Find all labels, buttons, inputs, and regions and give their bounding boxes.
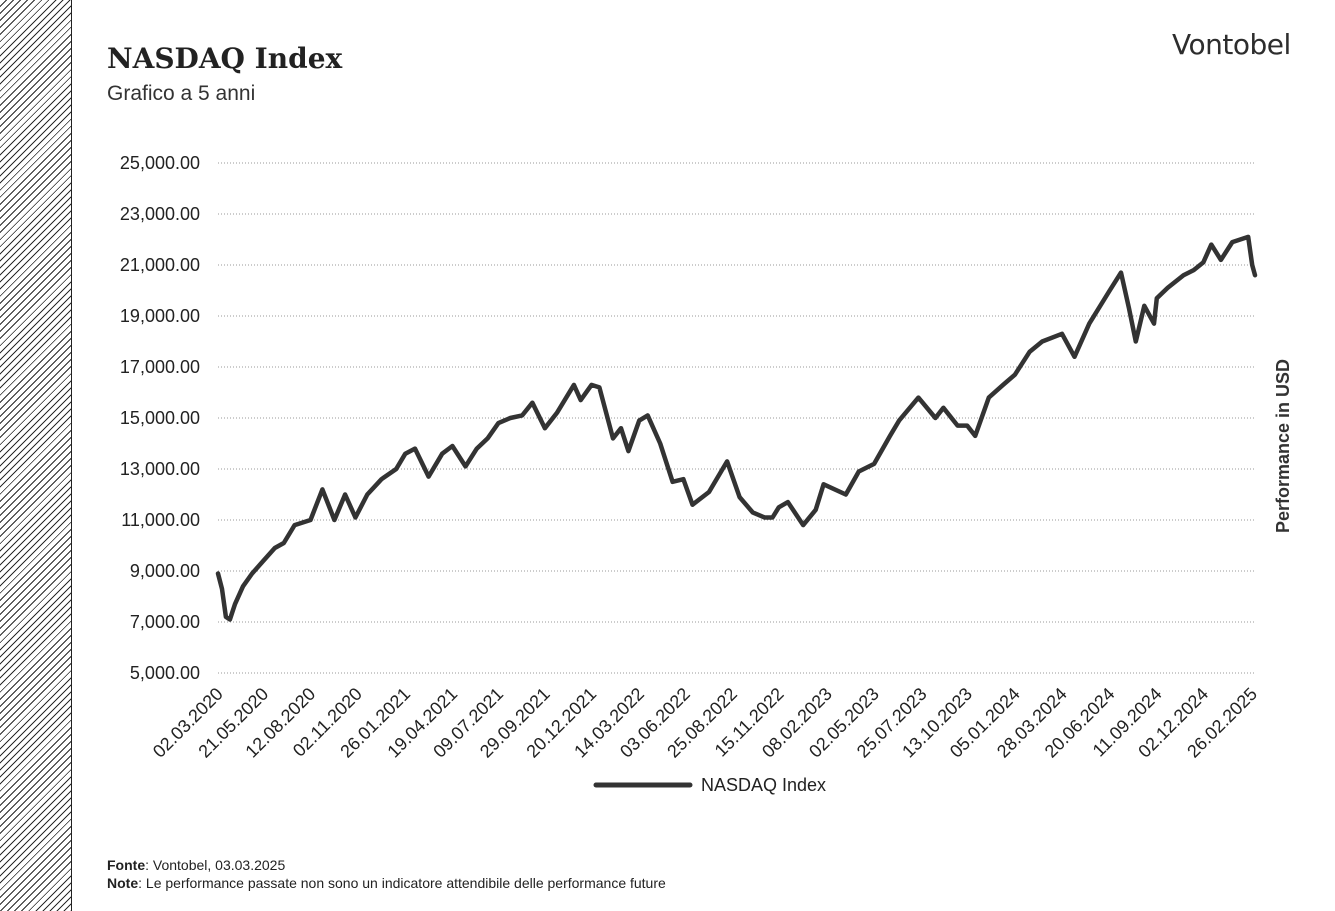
y-axis-label: Performance in USD (1273, 359, 1293, 533)
hatched-side-band (0, 0, 72, 911)
y-tick-label: 17,000.00 (120, 357, 200, 377)
line-chart: 5,000.00 7,000.00 9,000.00 11,000.00 13,000.… (120, 153, 1293, 795)
y-tick-label: 9,000.00 (130, 561, 200, 581)
page-title: NASDAQ Index (107, 42, 343, 75)
y-tick-label: 13,000.00 (120, 459, 200, 479)
y-tick-label: 19,000.00 (120, 306, 200, 326)
footer-source: Fonte: Vontobel, 03.03.2025 (107, 857, 286, 873)
y-tick-label: 11,000.00 (121, 510, 200, 530)
y-tick-label: 5,000.00 (130, 663, 200, 683)
footer-note: Note: Le performance passate non sono un… (107, 875, 666, 891)
legend: NASDAQ Index (593, 775, 826, 795)
y-tick-label: 21,000.00 (120, 255, 200, 275)
footer: Fonte: Vontobel, 03.03.2025 Note: Le per… (107, 856, 666, 892)
vontobel-logo: Vontobel (1172, 28, 1291, 61)
y-tick-label: 23,000.00 (120, 204, 200, 224)
y-tick-label: 25,000.00 (120, 153, 200, 173)
page-subtitle: Grafico a 5 anni (107, 82, 256, 105)
series-line-nasdaq-index (215, 234, 1258, 622)
y-tick-label: 7,000.00 (130, 612, 200, 632)
legend-label: NASDAQ Index (701, 775, 826, 795)
y-tick-label: 15,000.00 (120, 408, 200, 428)
